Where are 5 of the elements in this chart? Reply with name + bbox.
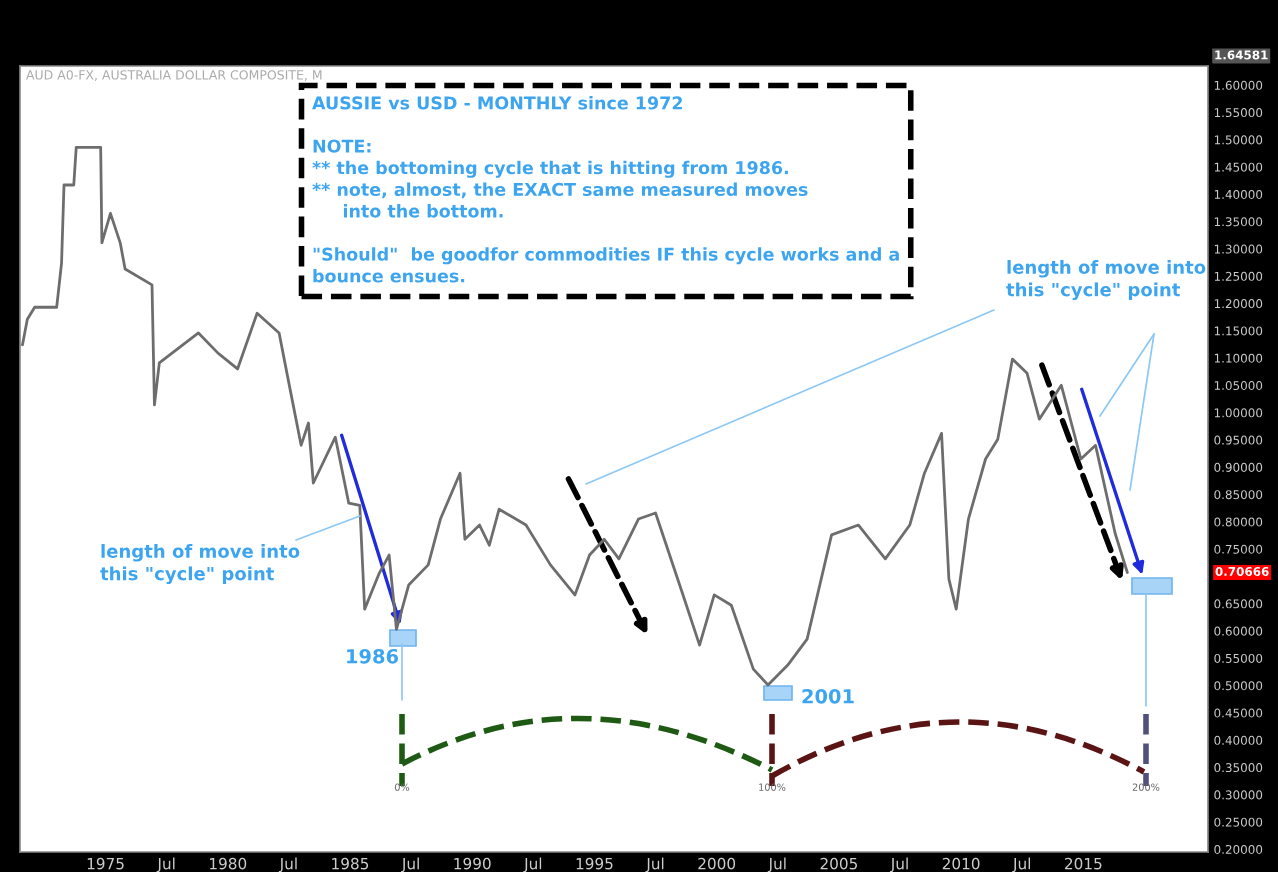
annotation: 2001 xyxy=(802,688,854,704)
annotation: length of move into this "cycle" point xyxy=(1006,260,1206,301)
text: AUSSIE vs USD - MONTHLY since 1972 NOTE: ** the bottoming cycle that is hitting from 1986. ** note, almost, the EXACT same measured moves into the bottom. "Should" be goodfor commodities IF this cycle works and a bounce ensues. xyxy=(312,96,899,283)
annotation: 1986 xyxy=(347,648,399,664)
annotation: length of move into this "cycle" point xyxy=(100,544,300,585)
